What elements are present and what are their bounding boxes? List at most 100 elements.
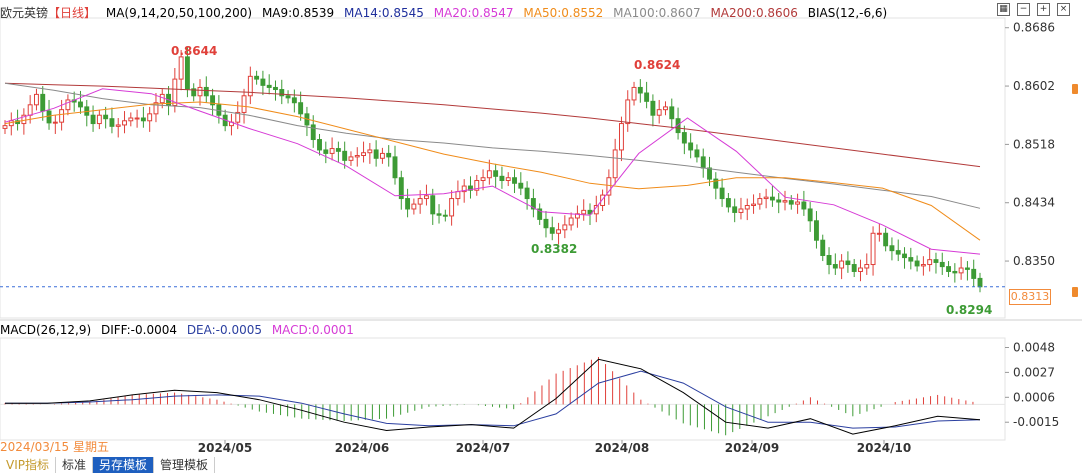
ma100-value: MA100:0.8607 xyxy=(613,6,701,20)
y-tick-label: 0.8518 xyxy=(1013,137,1055,151)
candle-body xyxy=(318,140,322,150)
candle-body xyxy=(362,153,366,156)
tab-save-template[interactable]: 另存模板 xyxy=(93,457,154,473)
candle-body xyxy=(412,204,416,209)
candle-body xyxy=(506,178,510,181)
candle-body xyxy=(60,110,64,123)
candle-body xyxy=(324,150,328,153)
candle-body xyxy=(670,107,674,119)
ma14-value: MA14:0.8545 xyxy=(344,6,424,20)
price-alert-marker[interactable] xyxy=(1072,84,1078,94)
candle-body xyxy=(695,150,699,157)
ma50-value: MA50:0.8552 xyxy=(523,6,603,20)
candle-body xyxy=(456,192,460,199)
minus-icon[interactable]: − xyxy=(1017,3,1030,16)
candle-body xyxy=(450,199,454,216)
candle-body xyxy=(311,125,315,140)
candle-body xyxy=(104,115,108,118)
macd-diff: DIFF:-0.0004 xyxy=(101,323,177,337)
candle-body xyxy=(739,209,743,212)
candle-body xyxy=(965,268,969,269)
candle-body xyxy=(204,87,208,95)
candle-body xyxy=(903,254,907,257)
candle-body xyxy=(896,251,900,254)
candle-body xyxy=(198,87,202,95)
candle-body xyxy=(91,115,95,123)
macd-value: MACD:0.0001 xyxy=(272,323,354,337)
candle-body xyxy=(355,156,359,157)
candle-body xyxy=(777,200,781,202)
candle-body xyxy=(720,188,724,198)
candle-body xyxy=(47,111,51,123)
candle-body xyxy=(620,124,624,150)
candle-body xyxy=(393,157,397,178)
candle-body xyxy=(500,176,504,180)
period-tag[interactable]: 【日线】 xyxy=(48,6,96,20)
candle-body xyxy=(116,125,120,126)
candle-body xyxy=(752,204,756,205)
candle-body xyxy=(299,103,303,114)
candle-body xyxy=(286,96,290,98)
macd-y-tick-label: 0.0027 xyxy=(1013,365,1055,379)
macd-plot-frame xyxy=(0,338,1005,440)
candle-body xyxy=(443,215,447,216)
candle-body xyxy=(953,271,957,272)
candle-body xyxy=(682,133,686,143)
tab-manage-template[interactable]: 管理模板 xyxy=(154,457,215,473)
candle-body xyxy=(915,261,919,266)
candle-body xyxy=(135,118,139,119)
candle-body xyxy=(330,149,334,154)
close-icon[interactable]: × xyxy=(1057,3,1070,16)
candle-body xyxy=(846,261,850,264)
window-controls: ▦ − + × xyxy=(997,3,1070,16)
x-tick-label: 2024/08 xyxy=(595,441,649,455)
x-tick-label: 2024/05 xyxy=(198,441,252,455)
macd-diff-line xyxy=(5,359,980,434)
candle-body xyxy=(110,119,114,127)
candle-body xyxy=(380,153,384,158)
candle-body xyxy=(645,93,649,101)
price-alert-marker[interactable] xyxy=(1072,287,1078,297)
y-tick-label: 0.8434 xyxy=(1013,196,1055,210)
macd-dea: DEA:-0.0005 xyxy=(187,323,262,337)
tab-vip-indicator[interactable]: VIP指标 xyxy=(0,457,56,473)
candle-body xyxy=(179,57,183,79)
candle-body xyxy=(563,225,567,230)
candle-body xyxy=(525,188,529,198)
y-tick-label: 0.8686 xyxy=(1013,21,1055,35)
x-tick-label: 2024/07 xyxy=(456,441,510,455)
x-tick-label: 2024/10 xyxy=(857,441,911,455)
candle-body xyxy=(437,214,441,215)
plus-icon[interactable]: + xyxy=(1037,3,1050,16)
candle-body xyxy=(569,218,573,225)
candle-body xyxy=(770,197,774,200)
candle-body xyxy=(368,150,372,153)
candle-body xyxy=(884,233,888,246)
candle-body xyxy=(651,101,655,115)
candle-body xyxy=(544,219,548,227)
candle-body xyxy=(292,98,296,103)
candle-body xyxy=(871,233,875,264)
ma-params: MA(9,14,20,50,100,200) xyxy=(106,6,252,20)
grid-icon[interactable]: ▦ xyxy=(997,3,1010,16)
price-annotation: 0.8294 xyxy=(946,303,992,317)
candle-body xyxy=(796,202,800,204)
candle-body xyxy=(959,268,963,273)
macd-params: MACD(26,12,9) xyxy=(0,323,91,337)
candle-body xyxy=(726,199,730,207)
candle-body xyxy=(41,94,45,111)
candle-body xyxy=(745,206,749,209)
candle-body xyxy=(657,110,661,116)
candle-body xyxy=(890,246,894,251)
candle-body xyxy=(708,168,712,179)
candle-body xyxy=(280,90,284,96)
candle-body xyxy=(431,196,435,214)
tab-standard[interactable]: 标准 xyxy=(56,457,93,473)
candle-body xyxy=(859,268,863,271)
candle-body xyxy=(972,269,976,278)
candle-body xyxy=(978,278,982,286)
candle-body xyxy=(28,105,32,115)
candle-body xyxy=(336,149,340,152)
candle-body xyxy=(261,79,265,85)
